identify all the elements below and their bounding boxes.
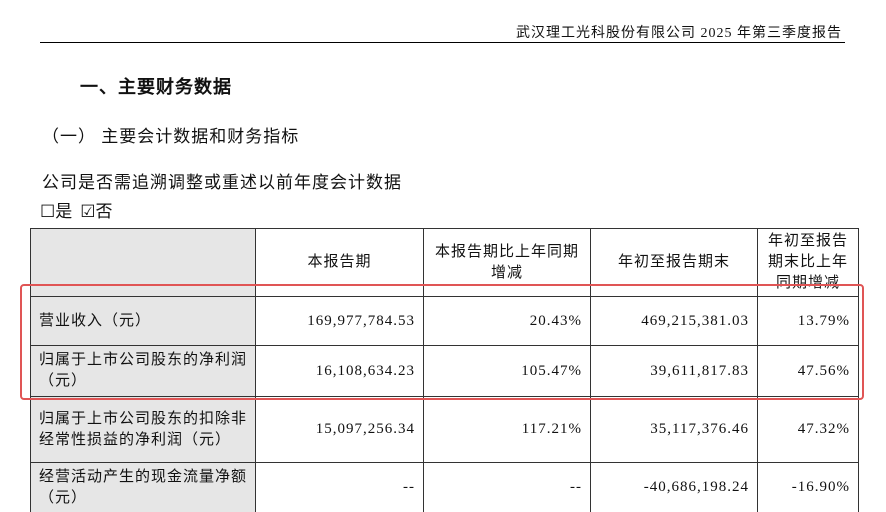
table-row: 归属于上市公司股东的净利润（元） 16,108,634.23 105.47% 39,6… bbox=[30, 345, 859, 397]
cell: 39,611,817.83 bbox=[590, 345, 758, 397]
row-label: 经营活动产生的现金流量净额（元） bbox=[30, 462, 256, 512]
option: ☑否 bbox=[80, 202, 113, 221]
cell: 469,215,381.03 bbox=[590, 296, 758, 346]
row-label: 营业收入（元） bbox=[30, 296, 256, 346]
question: 公司是否需追溯调整或重述以前年度会计数据 bbox=[42, 173, 402, 192]
cell: -- bbox=[255, 462, 424, 512]
cell: -16.90% bbox=[757, 462, 859, 512]
cell: 35,117,376.46 bbox=[590, 396, 758, 463]
cell: 16,108,634.23 bbox=[255, 345, 424, 397]
cell: 47.56% bbox=[757, 345, 859, 397]
row-label: 归属于上市公司股东的净利润（元） bbox=[30, 345, 256, 397]
cell: 117.21% bbox=[423, 396, 591, 463]
row-label: 归属于上市公司股东的扣除非经常性损益的净利润（元） bbox=[30, 396, 256, 463]
report-header: 武汉理工光科股份有限公司 2025 年第三季度报告 bbox=[516, 26, 842, 41]
options: ☐是 ☑否 bbox=[40, 197, 121, 222]
option: ☐是 bbox=[40, 202, 73, 221]
table-row: 归属于上市公司股东的扣除非经常性损益的净利润（元） 15,097,256.34 11… bbox=[30, 396, 859, 463]
header-rule bbox=[40, 42, 845, 43]
cell: 105.47% bbox=[423, 345, 591, 397]
subsection-title: （一） 主要会计数据和财务指标 bbox=[42, 127, 300, 146]
table-row: 经营活动产生的现金流量净额（元） -- -- -40,686,198.24 -16.90… bbox=[30, 462, 859, 512]
cell: 15,097,256.34 bbox=[255, 396, 424, 463]
cell: -40,686,198.24 bbox=[590, 462, 758, 512]
cell: -- bbox=[423, 462, 591, 512]
table-row: 营业收入（元） 169,977,784.53 20.43% 469,215,381.0… bbox=[30, 296, 859, 346]
cell: 169,977,784.53 bbox=[255, 296, 424, 346]
highlight-box bbox=[20, 284, 864, 400]
section-title: 一、主要财务数据 bbox=[80, 77, 232, 97]
cell: 47.32% bbox=[757, 396, 859, 463]
